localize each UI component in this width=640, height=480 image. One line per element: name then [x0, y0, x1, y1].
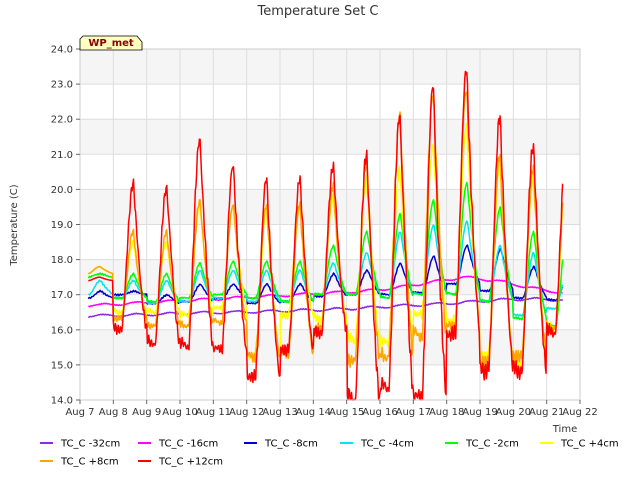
x-tick-label: Aug 15 [329, 407, 364, 418]
plot-background [80, 49, 580, 400]
x-tick-label: Aug 20 [496, 407, 531, 418]
y-tick-label: 19.0 [51, 220, 73, 231]
y-tick-label: 15.0 [51, 360, 73, 371]
x-tick-label: Aug 17 [396, 407, 431, 418]
badge-label: WP_met [88, 38, 134, 49]
y-tick-label: 23.0 [51, 80, 73, 91]
x-tick-label: Aug 8 [99, 407, 128, 418]
wp-met-badge: WP_met [79, 35, 143, 51]
legend-item: TC_C -16cm [138, 439, 218, 450]
plot-band [80, 119, 580, 155]
x-tick-label: Aug 10 [162, 407, 197, 418]
legend-label: TC_C -4cm [360, 439, 414, 450]
y-tick-label: 20.0 [51, 185, 73, 196]
legend-label: TC_C +4cm [560, 439, 619, 450]
legend-item: TC_C +12cm [138, 457, 223, 468]
legend-item: TC_C +8cm [40, 457, 119, 468]
y-axis: 14.0 15.0 16.0 17.0 18.0 19.0 20.0 21.0 22.0 23.0… [51, 45, 80, 407]
x-tick-label: Aug 12 [229, 407, 264, 418]
x-tick-label: Aug 16 [362, 407, 397, 418]
legend-item: TC_C -4cm [340, 439, 414, 450]
plot-band [80, 364, 580, 400]
x-tick-label: Aug 11 [196, 407, 231, 418]
x-tick-label: Aug 9 [132, 407, 161, 418]
y-tick-label: 22.0 [51, 115, 73, 126]
series-line-tc-c-12cm [88, 70, 564, 401]
x-axis-title: Time [552, 424, 577, 435]
x-tick-label: Aug 21 [529, 407, 564, 418]
legend-label: TC_C -16cm [158, 439, 218, 450]
plot-band [80, 49, 580, 85]
legend-label: TC_C -8cm [264, 439, 318, 450]
y-tick-label: 16.0 [51, 325, 73, 336]
legend-item: TC_C -2cm [445, 439, 519, 450]
x-tick-label: Aug 22 [562, 407, 597, 418]
series-layer [87, 70, 564, 401]
chart-title: Temperature Set C [256, 4, 378, 19]
y-tick-label: 17.0 [51, 290, 73, 301]
legend-label: TC_C +12cm [158, 457, 223, 468]
y-axis-title: Temperature (C) [9, 184, 20, 266]
legend-item: TC_C +4cm [540, 439, 619, 450]
plot-band [80, 84, 580, 120]
legend-label: TC_C -32cm [60, 439, 120, 450]
legend-item: TC_C -8cm [244, 439, 318, 450]
y-tick-label: 14.0 [51, 396, 73, 407]
plot-band [80, 329, 580, 365]
legend-label: TC_C -2cm [465, 439, 519, 450]
x-tick-label: Aug 7 [65, 407, 94, 418]
y-tick-label: 24.0 [51, 45, 73, 56]
legend-label: TC_C +8cm [60, 457, 119, 468]
badge-box [79, 35, 143, 51]
legend-item: TC_C -32cm [40, 439, 120, 450]
y-tick-label: 18.0 [51, 255, 73, 266]
y-tick-label: 21.0 [51, 150, 73, 161]
x-tick-label: Aug 19 [462, 407, 497, 418]
x-tick-label: Aug 18 [429, 407, 464, 418]
x-tick-label: Aug 13 [262, 407, 297, 418]
x-tick-label: Aug 14 [296, 407, 331, 418]
legend: TC_C -32cm TC_C -16cm TC_C -8cm TC_C -4cm TC… [40, 439, 619, 468]
